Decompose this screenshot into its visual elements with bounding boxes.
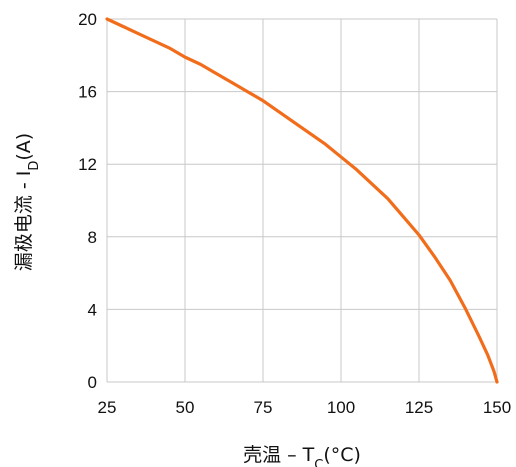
y-tick-label: 12: [78, 155, 97, 174]
tick-labels: 25 50 75 100 125 150 0 4 8 12 16 20: [78, 10, 511, 417]
series-line: [105, 17, 499, 384]
y-tick-label: 16: [78, 83, 97, 102]
y-tick-label: 4: [88, 300, 97, 319]
y-tick-label: 8: [88, 228, 97, 247]
x-tick-label: 50: [176, 398, 195, 417]
y-tick-label: 0: [88, 373, 97, 392]
x-tick-label: 150: [483, 398, 511, 417]
y-tick-label: 20: [78, 10, 97, 29]
series-layer: [105, 17, 499, 384]
y-axis-label: 漏极电流 - ID(A): [13, 133, 42, 271]
grid: [106, 18, 498, 383]
x-tick-label: 25: [98, 398, 117, 417]
x-axis-label: 壳温 – TC(°C): [243, 444, 361, 467]
x-tick-label: 75: [254, 398, 273, 417]
x-tick-label: 125: [405, 398, 433, 417]
x-tick-label: 100: [327, 398, 355, 417]
